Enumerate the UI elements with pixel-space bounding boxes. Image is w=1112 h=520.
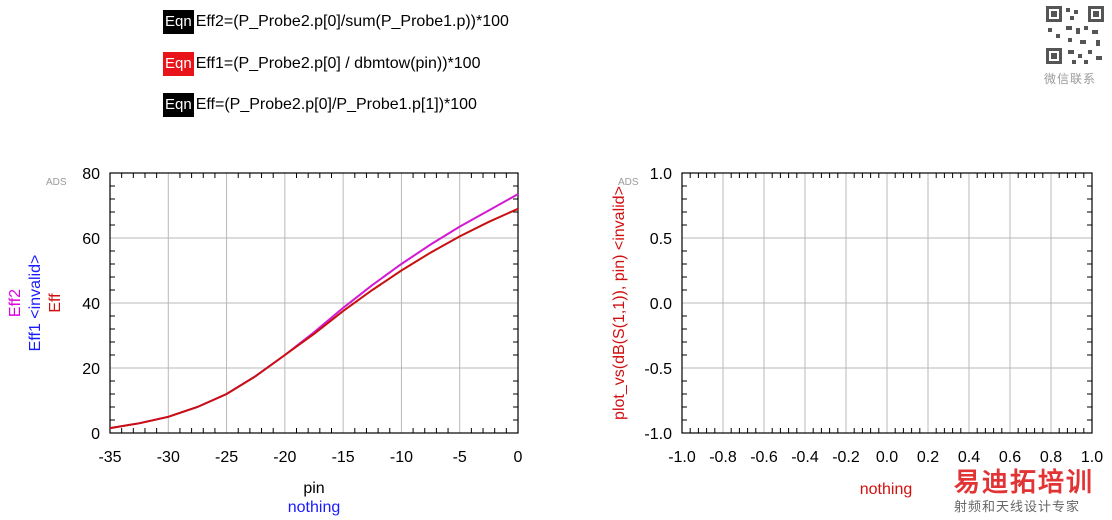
equation-eff[interactable]: Eqn Eff=(P_Probe2.p[0]/P_Probe1.p[1])*10… bbox=[163, 93, 477, 117]
x-axis-sublabel: nothing bbox=[288, 499, 341, 516]
y-axis-label: plot_vs(dB(S(1,1)), pin) <invalid> bbox=[611, 186, 628, 420]
y-tick-label: 40 bbox=[82, 296, 100, 313]
qr-caption: 微信联系 bbox=[1044, 72, 1097, 86]
x-tick-label: -15 bbox=[332, 449, 355, 466]
equation-text: Eff1=(P_Probe2.p[0] / dbmtow(pin))*100 bbox=[195, 55, 481, 72]
y-tick-label: 20 bbox=[82, 361, 100, 378]
y-axis-label: Eff1 <invalid> bbox=[27, 255, 44, 352]
qr-code-icon bbox=[1044, 4, 1106, 66]
x-tick-label: -20 bbox=[273, 449, 296, 466]
x-tick-label: -5 bbox=[453, 449, 467, 466]
x-tick-label: -35 bbox=[98, 449, 121, 466]
x-tick-label: 0 bbox=[514, 449, 523, 466]
x-axis-label: pin bbox=[303, 480, 324, 497]
equation-text: Eff=(P_Probe2.p[0]/P_Probe1.p[1])*100 bbox=[195, 96, 477, 113]
x-tick-label: -0.4 bbox=[791, 449, 819, 466]
plot-frame bbox=[681, 172, 1093, 434]
y-tick-label: 0.5 bbox=[650, 231, 672, 248]
eqn-tag: Eqn bbox=[163, 52, 194, 76]
x-tick-label: 1.0 bbox=[1081, 449, 1103, 466]
y-tick-label: -0.5 bbox=[644, 361, 672, 378]
y-tick-label: 60 bbox=[82, 231, 100, 248]
x-tick-label: -0.6 bbox=[750, 449, 778, 466]
y-tick-label: 0 bbox=[91, 426, 100, 443]
x-tick-label: -0.2 bbox=[832, 449, 860, 466]
y-tick-label: -1.0 bbox=[644, 426, 672, 443]
ads-badge: ADS bbox=[46, 177, 67, 188]
x-tick-label: -30 bbox=[157, 449, 180, 466]
watermark-sub: 射频和天线设计专家 bbox=[954, 500, 1081, 515]
y-tick-label: 80 bbox=[82, 166, 100, 183]
x-tick-label: 0.4 bbox=[958, 449, 980, 466]
x-tick-label: -1.0 bbox=[668, 449, 696, 466]
plot-frame bbox=[109, 172, 519, 434]
y-axis-label: Eff2 bbox=[7, 289, 24, 317]
eqn-tag: Eqn bbox=[163, 93, 194, 117]
y-tick-label: 0.0 bbox=[650, 296, 672, 313]
equation-eff1[interactable]: Eqn Eff1=(P_Probe2.p[0] / dbmtow(pin))*1… bbox=[163, 52, 480, 76]
x-tick-label: 0.6 bbox=[999, 449, 1021, 466]
watermark-logo: 易迪拓培训 射频和天线设计专家 bbox=[950, 462, 1110, 518]
series-line-eff2 bbox=[109, 193, 519, 430]
x-tick-label: -25 bbox=[215, 449, 238, 466]
ads-badge: ADS bbox=[618, 177, 639, 188]
x-tick-label: 0.0 bbox=[876, 449, 898, 466]
y-tick-label: 1.0 bbox=[650, 166, 672, 183]
equation-eff2[interactable]: Eqn Eff2=(P_Probe2.p[0]/sum(P_Probe1.p))… bbox=[163, 10, 509, 34]
series-line-eff bbox=[109, 207, 519, 430]
x-tick-label: -10 bbox=[390, 449, 413, 466]
y-axis-label: Eff bbox=[47, 293, 64, 313]
equation-text: Eff2=(P_Probe2.p[0]/sum(P_Probe1.p))*100 bbox=[195, 13, 509, 30]
x-tick-label: 0.8 bbox=[1040, 449, 1062, 466]
x-tick-label: -0.8 bbox=[709, 449, 737, 466]
x-tick-label: 0.2 bbox=[917, 449, 939, 466]
x-axis-label: nothing bbox=[860, 481, 913, 498]
eqn-tag: Eqn bbox=[163, 10, 194, 34]
watermark-main: 易迪拓培训 bbox=[954, 468, 1095, 498]
